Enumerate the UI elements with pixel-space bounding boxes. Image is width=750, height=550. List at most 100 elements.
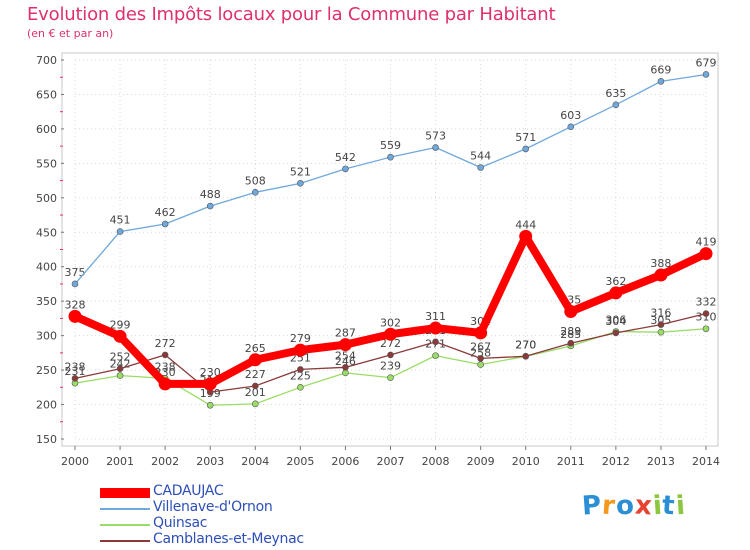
data-label: 679 [696,56,717,69]
data-point [206,202,214,210]
data-point [522,145,530,153]
data-label: 306 [605,314,626,327]
data-label: 328 [65,298,86,311]
data-point [71,280,79,288]
data-point [474,326,488,340]
data-point [567,339,575,347]
data-label: 332 [696,296,717,309]
data-label: 388 [650,257,671,270]
data-point [477,361,484,368]
data-point [116,372,124,379]
series-cadaujac [68,229,713,391]
data-point [206,401,214,409]
data-label: 419 [696,236,717,249]
data-point [657,328,665,336]
data-label: 289 [560,325,581,338]
data-label: 272 [155,337,176,350]
y-tick-label: 350 [36,295,57,308]
data-label: 238 [65,360,86,373]
data-label: 451 [110,214,131,227]
data-label: 304 [605,315,626,328]
x-tick-label: 2013 [647,455,675,468]
y-tick-label: 400 [36,261,57,274]
x-tick-label: 2004 [241,455,269,468]
data-label: 267 [470,340,491,353]
data-point [161,220,169,228]
data-point [297,180,304,187]
data-point [612,329,620,337]
data-point [297,366,304,373]
data-point [68,309,82,323]
data-label: 488 [200,188,221,201]
data-label: 542 [335,151,356,164]
data-label: 287 [335,327,356,340]
data-point [338,338,352,352]
legend-swatch [100,524,150,526]
y-tick-label: 200 [36,399,57,412]
x-tick-label: 2006 [331,455,359,468]
x-tick-label: 2003 [196,455,224,468]
data-point [702,325,710,333]
x-tick-label: 2008 [422,455,450,468]
x-tick-label: 2001 [106,455,134,468]
data-point [432,338,439,346]
data-label: 362 [605,275,626,288]
legend-label: Quinsac [153,515,208,531]
y-tick-label: 250 [36,364,57,377]
data-label: 310 [696,311,717,324]
x-tick-label: 2012 [602,455,630,468]
data-label: 265 [245,342,266,355]
data-label: 225 [290,369,311,382]
data-point [477,164,484,171]
data-point [432,144,439,151]
data-label: 270 [515,338,536,351]
data-point [612,101,620,109]
x-tick-label: 2009 [467,455,495,468]
data-point [342,364,349,371]
data-label: 521 [290,165,311,178]
data-label: 311 [425,310,446,323]
data-point [702,71,710,78]
data-label: 316 [650,307,671,320]
y-tick-label: 700 [36,54,57,67]
data-point [342,369,349,377]
data-label: 299 [110,318,131,331]
data-point [342,165,349,173]
data-point [429,321,443,335]
data-point [654,268,668,282]
data-point [297,384,304,391]
data-label: 573 [425,130,446,143]
proxiti-logo: Proxiti [581,490,687,522]
data-point [251,382,259,390]
chart-title: Evolution des Impôts locaux pour la Comm… [27,4,556,25]
data-label: 279 [290,332,311,345]
data-label: 302 [380,316,401,329]
y-tick-label: 550 [36,157,57,170]
data-label: 231 [65,365,86,378]
series-villenave-d-ornon [71,71,710,288]
logo-letter: i [674,490,687,522]
data-point [293,343,307,357]
data-label: 559 [380,139,401,152]
x-tick-label: 2014 [692,455,720,468]
logo-letter: o [614,490,636,522]
x-tick-label: 2000 [61,455,89,468]
x-tick-label: 2011 [557,455,585,468]
data-label: 635 [605,87,626,100]
data-label: 270 [515,338,536,351]
data-point [702,310,710,317]
data-label: 285 [560,328,581,341]
data-label: 272 [380,337,401,350]
data-label: 238 [155,360,176,373]
data-label: 239 [380,360,401,373]
data-point [477,355,484,362]
y-tick-label: 500 [36,192,57,205]
data-point [161,351,169,359]
y-tick-label: 150 [36,433,57,446]
data-label: 571 [515,131,536,144]
legend-swatch [100,540,150,542]
data-point [564,305,578,319]
logo-letter: x [633,490,654,522]
x-tick-label: 2010 [512,455,540,468]
